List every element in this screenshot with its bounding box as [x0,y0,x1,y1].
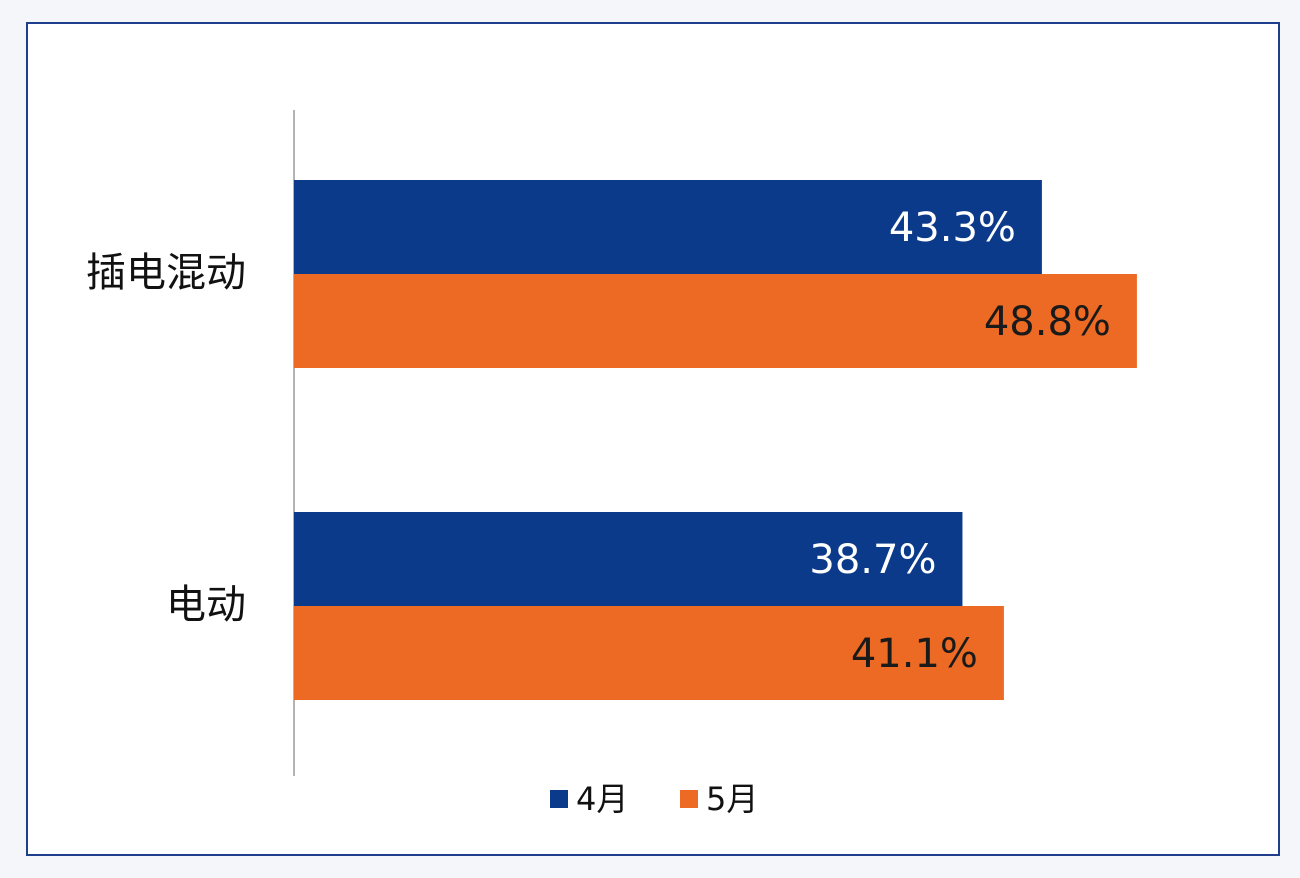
data-label: 48.8% [984,299,1111,345]
data-labels: 43.3% 48.8% 38.7% 41.1% [809,205,1111,677]
category-label: 插电混动 [86,250,246,296]
legend-swatch [680,790,698,808]
legend-label: 5月 [706,780,758,818]
data-label: 41.1% [851,631,978,677]
bars [294,180,1137,700]
data-label: 43.3% [889,205,1016,251]
chart-frame: 插电混动电动 43.3% 48.8% 38.7% 41.1% 4月 5月 [26,22,1280,856]
legend: 4月 5月 [550,780,758,818]
bar [294,606,1004,700]
bar [294,512,963,606]
bar [294,274,1137,368]
legend-swatch [550,790,568,808]
legend-label: 4月 [576,780,628,818]
category-label: 电动 [166,582,246,628]
data-label: 38.7% [809,537,936,583]
bar [294,180,1042,274]
